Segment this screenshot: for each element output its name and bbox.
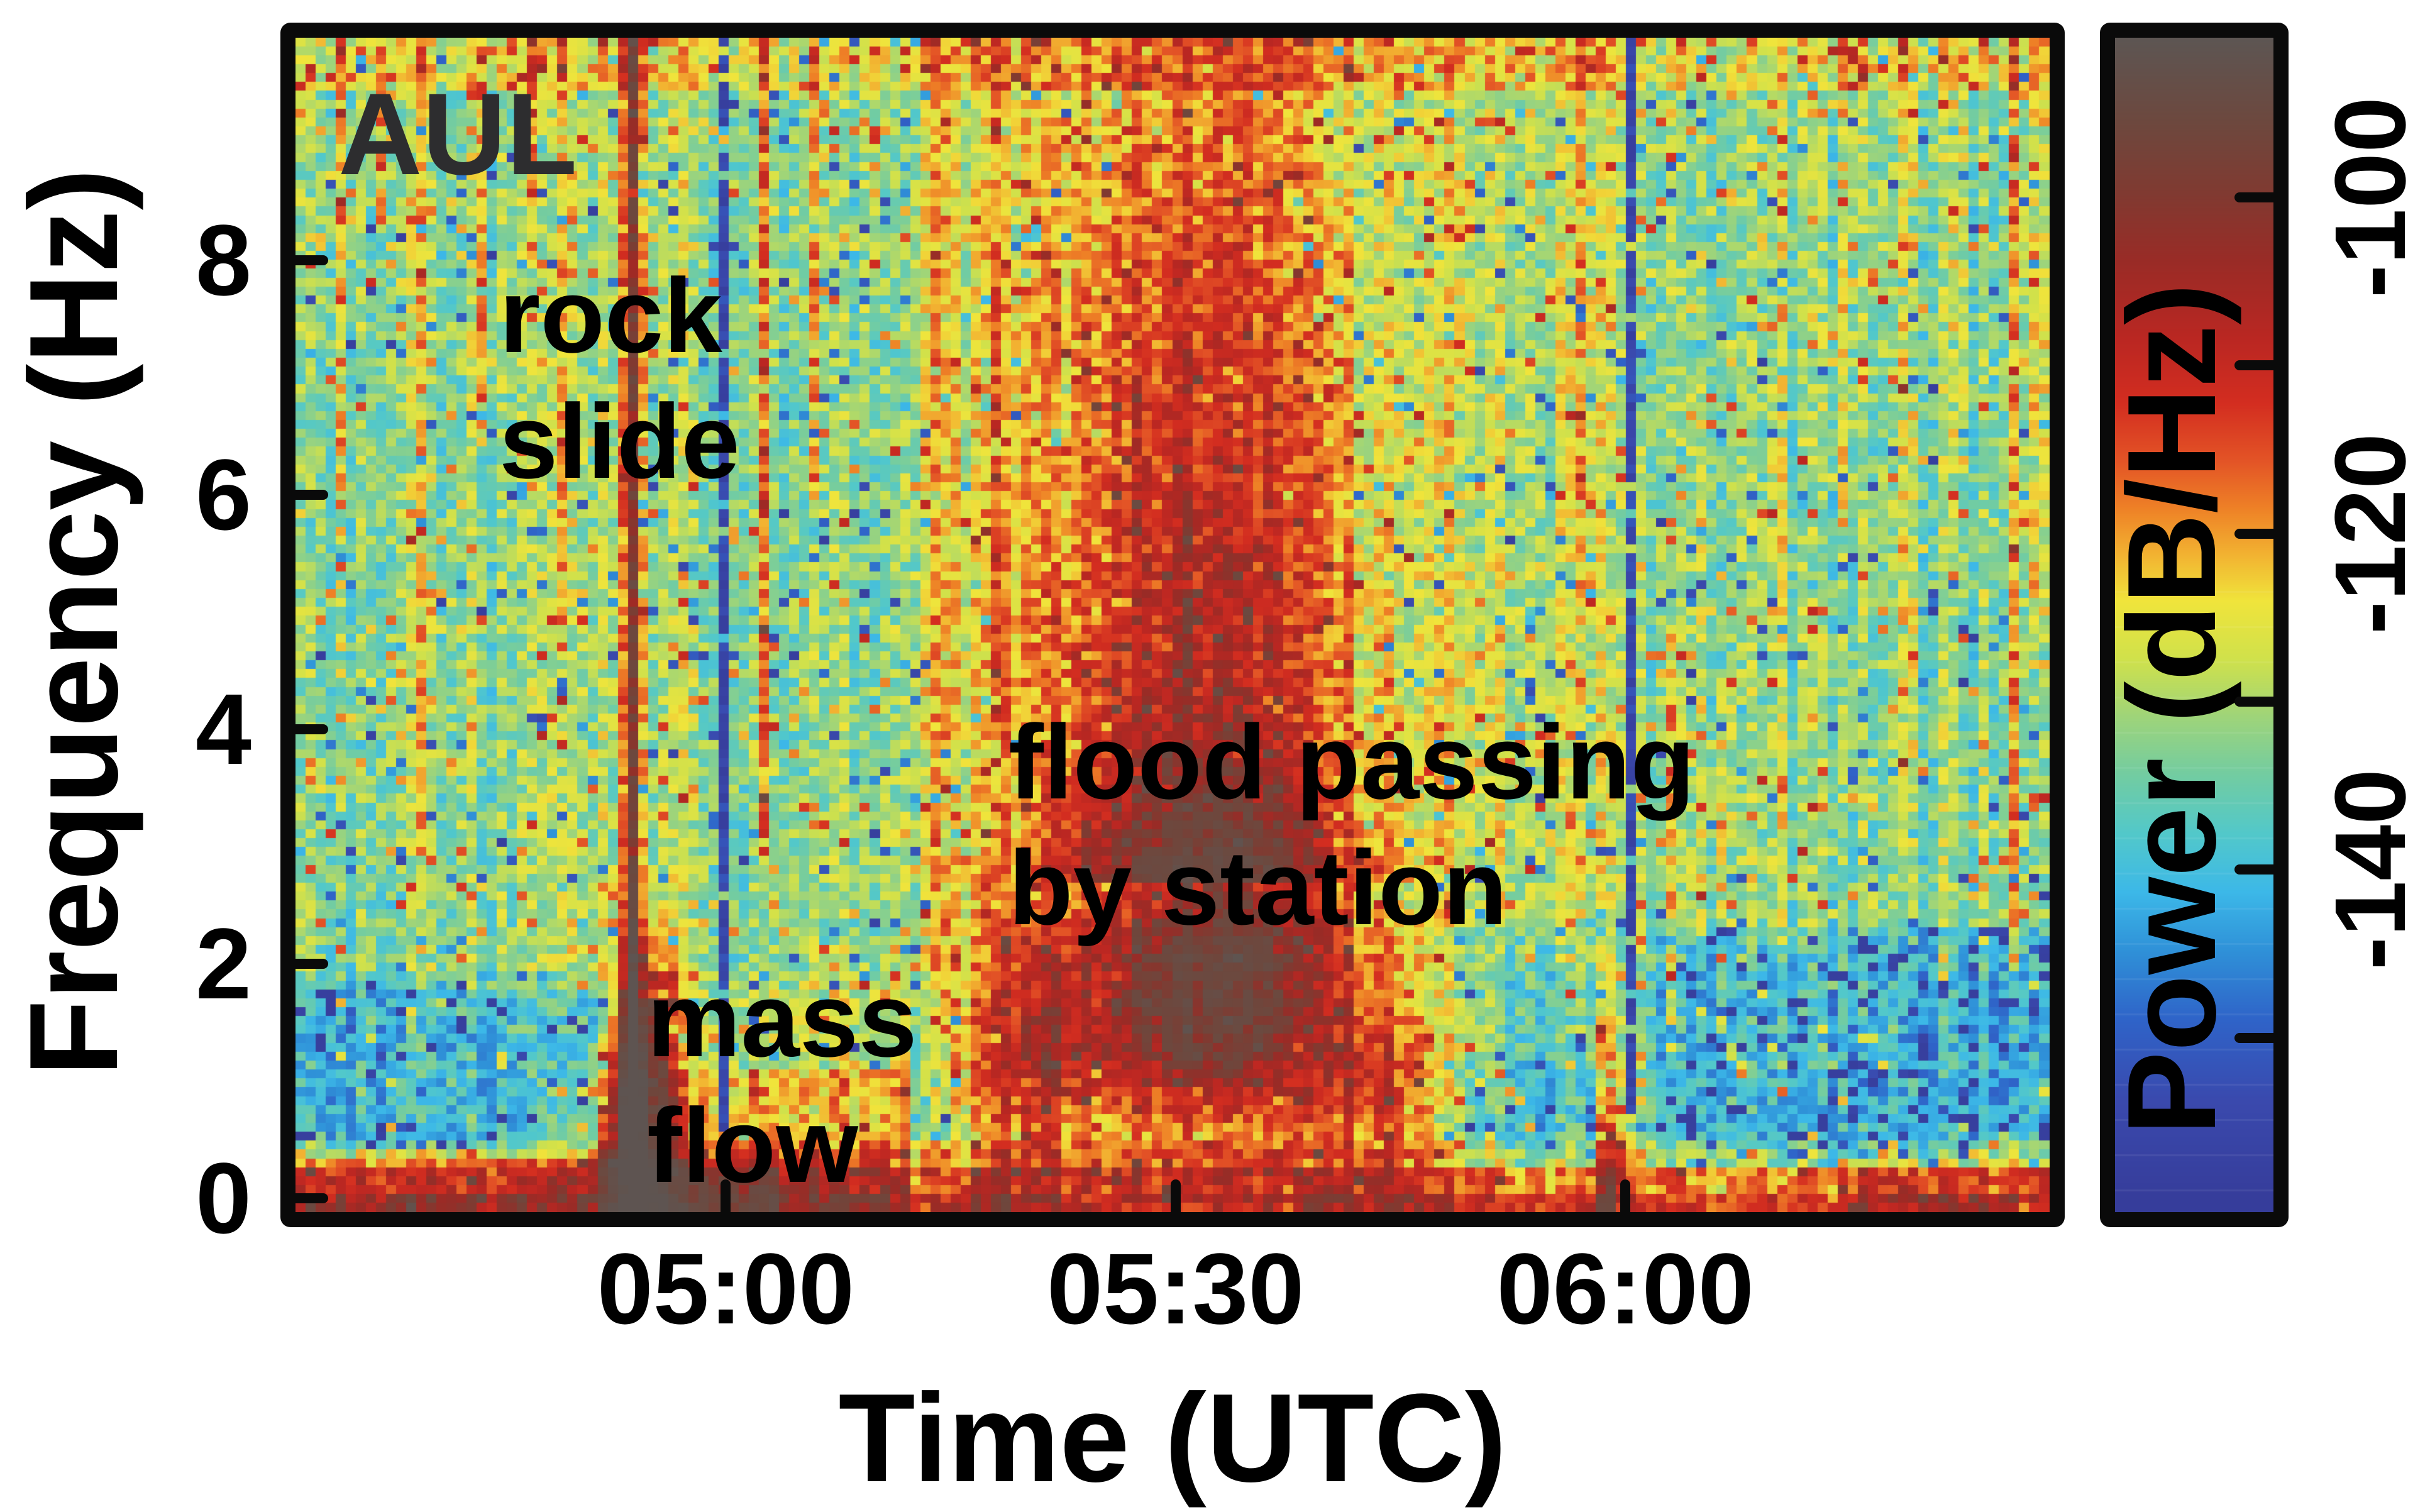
annotation-line: flood passing (1008, 703, 1695, 821)
y-tick-mark (295, 255, 328, 265)
x-axis-label: Time (UTC) (838, 1368, 1507, 1508)
y-tick-mark (295, 490, 328, 500)
annotation-mass-flow: mass flow (647, 957, 917, 1208)
y-tick-mark (295, 724, 328, 734)
y-tick-label: 2 (196, 907, 251, 1020)
station-label: AUL (338, 70, 578, 199)
colorbar (2100, 23, 2289, 1227)
colorbar-minor-tick-mark (2234, 1032, 2273, 1043)
y-tick-mark (295, 1193, 328, 1203)
y-tick-label: 4 (196, 673, 251, 785)
x-tick-label: 05:30 (1047, 1232, 1305, 1345)
colorbar-tick-label: -120 (2314, 433, 2426, 634)
spectrogram-plot-area: AUL rock slide mass flow flood passing b… (280, 23, 2065, 1227)
x-tick-mark (721, 1179, 731, 1212)
spectrogram-heatmap-canvas (295, 38, 2050, 1212)
colorbar-minor-tick-mark (2234, 360, 2273, 371)
colorbar-tick-mark (2234, 864, 2273, 875)
colorbar-gradient-canvas (2115, 38, 2273, 1212)
colorbar-tick-label: -100 (2314, 96, 2426, 299)
x-tick-label: 05:00 (597, 1232, 854, 1345)
colorbar-label: Power (dB/Hz) (2102, 283, 2242, 1135)
y-tick-label: 6 (196, 438, 251, 551)
annotation-rock-slide: rock slide (499, 253, 740, 504)
x-tick-label: 06:00 (1496, 1232, 1754, 1345)
annotation-line: slide (499, 382, 740, 500)
colorbar-tick-label: -140 (2314, 769, 2426, 971)
y-tick-label: 8 (196, 204, 251, 316)
colorbar-minor-tick-mark (2234, 696, 2273, 707)
annotation-line: flow (647, 1086, 858, 1205)
colorbar-tick-mark (2234, 192, 2273, 202)
annotation-line: mass (647, 961, 917, 1079)
annotation-flood-passing: flood passing by station (1008, 699, 1695, 951)
annotation-line: rock (499, 257, 722, 375)
colorbar-tick-mark (2234, 528, 2273, 539)
y-tick-mark (295, 959, 328, 969)
x-tick-mark (1620, 1179, 1631, 1212)
y-tick-label: 0 (196, 1142, 251, 1254)
annotation-line: by station (1008, 829, 1508, 947)
x-tick-mark (1170, 1179, 1181, 1212)
